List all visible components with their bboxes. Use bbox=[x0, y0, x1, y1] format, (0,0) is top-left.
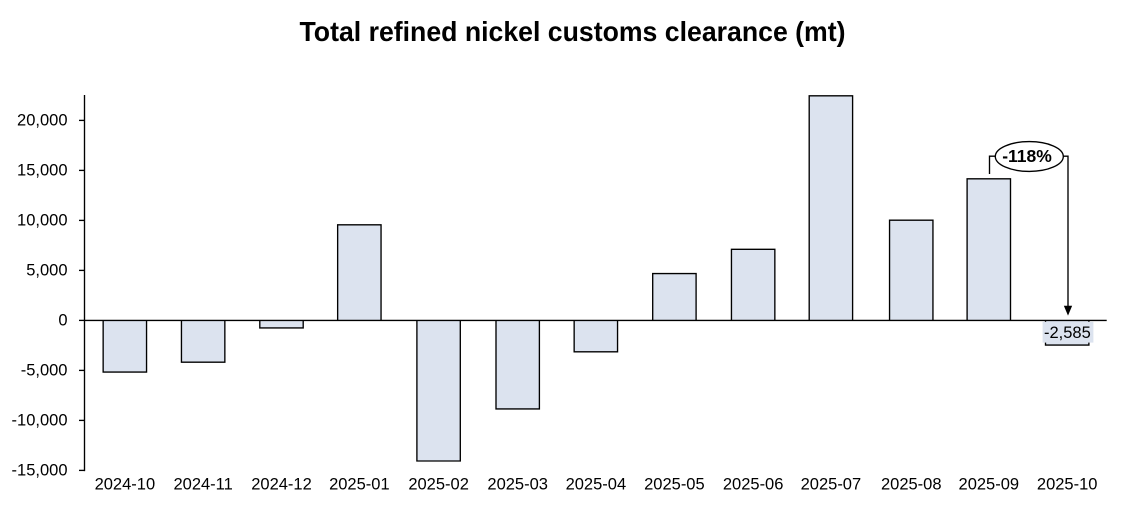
svg-text:2025-07: 2025-07 bbox=[801, 476, 862, 494]
svg-text:-10,000: -10,000 bbox=[12, 412, 68, 430]
svg-text:2025-09: 2025-09 bbox=[959, 476, 1020, 494]
svg-text:2024-11: 2024-11 bbox=[173, 476, 232, 494]
svg-text:2025-03: 2025-03 bbox=[487, 476, 548, 494]
svg-text:5,000: 5,000 bbox=[26, 262, 67, 280]
svg-text:20,000: 20,000 bbox=[17, 112, 67, 130]
svg-text:2025-08: 2025-08 bbox=[881, 476, 942, 494]
svg-text:Total refined nickel customs c: Total refined nickel customs clearance (… bbox=[300, 16, 846, 47]
svg-text:-118%: -118% bbox=[1002, 146, 1052, 166]
svg-text:0: 0 bbox=[58, 312, 67, 330]
svg-text:2025-01: 2025-01 bbox=[329, 476, 390, 494]
svg-text:-2,585: -2,585 bbox=[1044, 324, 1091, 342]
svg-text:2025-06: 2025-06 bbox=[723, 476, 784, 494]
svg-text:2025-10: 2025-10 bbox=[1037, 476, 1098, 494]
svg-text:-15,000: -15,000 bbox=[12, 462, 68, 480]
svg-text:2024-12: 2024-12 bbox=[251, 476, 312, 494]
svg-text:2025-02: 2025-02 bbox=[408, 476, 469, 494]
svg-text:2024-10: 2024-10 bbox=[95, 476, 156, 494]
svg-text:2025-05: 2025-05 bbox=[644, 476, 705, 494]
svg-text:10,000: 10,000 bbox=[17, 212, 67, 230]
svg-text:-5,000: -5,000 bbox=[21, 362, 68, 380]
svg-text:2025-04: 2025-04 bbox=[566, 476, 627, 494]
svg-text:15,000: 15,000 bbox=[17, 162, 67, 180]
